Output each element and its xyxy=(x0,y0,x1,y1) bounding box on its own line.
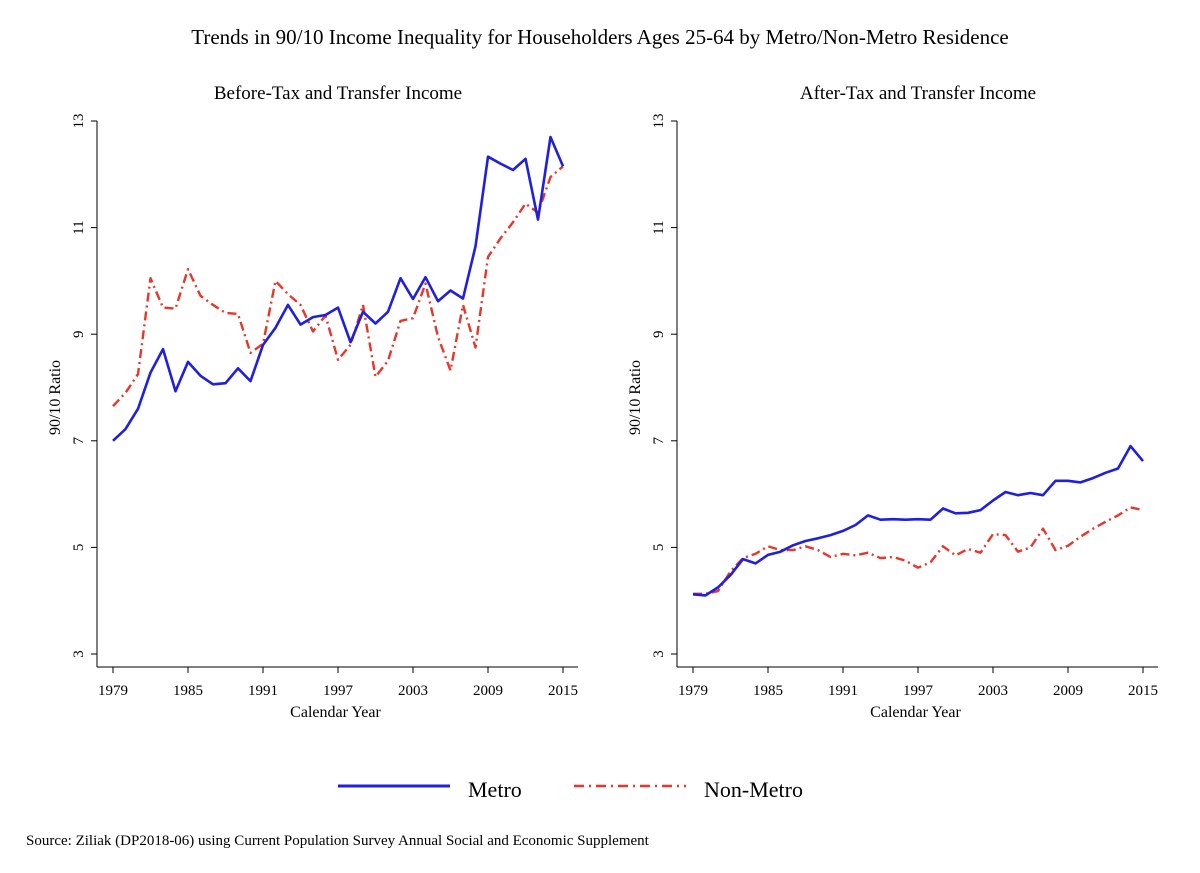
y-axis-label: 90/10 Ratio xyxy=(627,360,644,435)
x-tick-label: 1985 xyxy=(753,683,783,699)
x-tick-label: 1997 xyxy=(323,683,354,699)
x-tick-label: 1991 xyxy=(248,683,278,699)
x-tick-label: 1979 xyxy=(98,683,128,699)
source-note: Source: Ziliak (DP2018-06) using Current… xyxy=(26,833,650,849)
y-tick-label: 3 xyxy=(71,650,87,658)
y-tick-label: 5 xyxy=(651,544,667,552)
y-tick-label: 7 xyxy=(651,437,667,445)
panel-title: Before-Tax and Transfer Income xyxy=(214,83,462,104)
x-axis-label: Calendar Year xyxy=(870,704,961,721)
y-tick-label: 9 xyxy=(71,330,87,338)
x-tick-label: 1979 xyxy=(678,683,708,699)
y-tick-label: 13 xyxy=(651,114,667,129)
x-tick-label: 2015 xyxy=(1128,683,1158,699)
series-line-non-metro xyxy=(693,506,1144,595)
x-tick-label: 1991 xyxy=(828,683,858,699)
y-tick-label: 7 xyxy=(71,437,87,445)
y-tick-label: 11 xyxy=(651,220,667,234)
x-tick-label: 2003 xyxy=(978,683,1008,699)
y-tick-label: 3 xyxy=(651,650,667,658)
x-tick-label: 2003 xyxy=(398,683,428,699)
x-tick-label: 1997 xyxy=(903,683,934,699)
panel-title: After-Tax and Transfer Income xyxy=(800,83,1036,104)
x-axis-label: Calendar Year xyxy=(290,704,381,721)
y-tick-label: 13 xyxy=(71,114,87,129)
x-tick-label: 2009 xyxy=(473,683,503,699)
legend-label: Non-Metro xyxy=(704,777,803,802)
series-line-metro xyxy=(692,444,1144,597)
y-tick-label: 5 xyxy=(71,544,87,552)
y-axis-label: 90/10 Ratio xyxy=(47,360,64,435)
x-tick-label: 1985 xyxy=(173,683,203,699)
y-tick-label: 9 xyxy=(651,330,667,338)
panel-after-tax: After-Tax and Transfer Income 3 5 7 9 11 13 197… xyxy=(627,83,1158,721)
legend-label: Metro xyxy=(468,777,522,802)
series-line-metro xyxy=(112,135,565,442)
panel-before-tax: Before-Tax and Transfer Income 3 5 7 9 11 13 19… xyxy=(47,83,578,721)
x-tick-label: 2009 xyxy=(1053,683,1083,699)
x-tick-label: 2015 xyxy=(548,683,578,699)
y-tick-label: 11 xyxy=(71,220,87,234)
legend: Metro Non-Metro xyxy=(338,777,803,802)
chart-title: Trends in 90/10 Income Inequality for Ho… xyxy=(191,25,1009,49)
series-line-non-metro xyxy=(112,165,564,408)
